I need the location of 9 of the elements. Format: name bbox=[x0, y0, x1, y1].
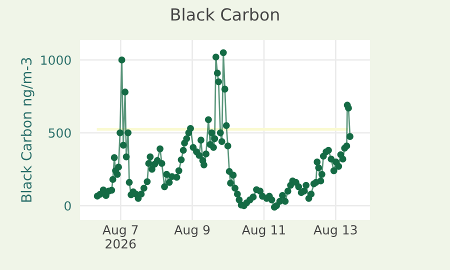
y-axis-title: Black Carbon ng/m-3 bbox=[20, 58, 34, 202]
x-tick-label: Aug 9 bbox=[174, 225, 210, 237]
x-tick-label: Aug 13 bbox=[314, 225, 357, 237]
y-tick-label: 0 bbox=[64, 201, 71, 211]
y-tick-label: 500 bbox=[48, 128, 71, 138]
x-tick-label: Aug 7 2026 bbox=[102, 225, 138, 249]
x-tick-label: Aug 11 bbox=[242, 225, 285, 237]
y-tick-label: 1000 bbox=[41, 55, 71, 65]
chart-title: Black Carbon bbox=[171, 8, 279, 21]
